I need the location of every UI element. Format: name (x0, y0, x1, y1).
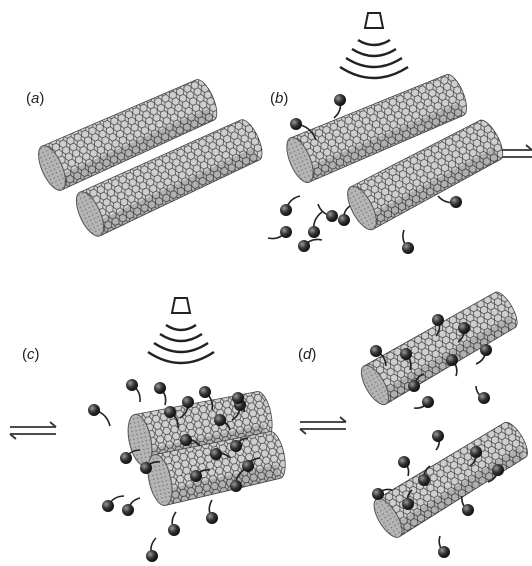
carbon-nanotube-icon-c2 (147, 431, 286, 507)
equilibrium-arrow-icon-c-left (9, 421, 57, 440)
carbon-nanotube-icon-d2 (373, 421, 528, 538)
ultrasound-probe-icon-top (339, 12, 409, 80)
carbon-nanotube-icon-b1 (286, 73, 467, 183)
surfactant-molecule-icon-41 (398, 456, 410, 477)
surfactant-molecule-icon-2 (280, 195, 301, 216)
surfactant-molecule-icon-46 (438, 535, 450, 558)
surfactant-molecule-icon-34 (457, 322, 470, 343)
surfactant-molecule-icon-31 (232, 392, 245, 413)
surfactant-molecule-icon-11 (126, 379, 141, 403)
surfactant-molecule-icon-3 (267, 226, 292, 240)
surfactant-molecule-icon-1 (333, 94, 346, 119)
surfactant-molecule-icon-25 (120, 449, 141, 464)
surfactant-molecule-icon-10 (88, 404, 111, 427)
surfactant-molecule-icon-6 (298, 238, 323, 252)
surfactant-molecule-icon-32 (370, 345, 387, 367)
surfactant-molecule-icon-37 (413, 396, 434, 409)
surfactant-molecule-icon-43 (469, 446, 482, 467)
surfactant-molecule-icon-0 (290, 118, 317, 141)
surfactant-molecule-icon-33 (432, 314, 444, 337)
surfactant-molecule-icon-48 (402, 489, 414, 510)
surfactant-molecule-icon-28 (164, 406, 179, 429)
surfactant-molecule-icon-44 (487, 464, 504, 483)
surfactant-molecule-icon-14 (199, 386, 214, 411)
surfactant-molecule-icon-9 (338, 205, 351, 226)
carbon-nanotube-icon-a2 (75, 119, 263, 237)
surfactant-molecule-icon-7 (402, 229, 414, 254)
surfactant-molecule-icon-23 (102, 495, 125, 512)
surfactant-molecule-icon-47 (372, 488, 393, 500)
surfactant-molecule-icon-24 (140, 461, 161, 474)
surfactant-molecule-icon-20 (168, 511, 180, 536)
carbon-nanotube-icon-a1 (38, 79, 218, 191)
panel-label-b: (b) (270, 90, 289, 107)
surfactant-molecule-icon-26 (180, 434, 201, 447)
panel-label-d: (d) (298, 346, 317, 363)
equilibrium-arrow-icon-cd (299, 416, 347, 435)
surfactant-molecule-icon-22 (122, 497, 141, 516)
carbon-nanotube-icon-b2 (347, 119, 504, 231)
panel-label-a: (a) (26, 90, 45, 107)
surfactant-molecule-icon-8 (437, 195, 462, 208)
ultrasound-probe-icon-bottom (147, 297, 215, 365)
surfactant-molecule-icon-30 (190, 469, 211, 482)
surfactant-molecule-icon-17 (242, 457, 261, 472)
surfactant-molecule-icon-19 (206, 499, 218, 524)
surfactant-molecule-icon-38 (475, 385, 490, 404)
surfactant-molecule-icon-13 (179, 396, 194, 419)
surfactant-molecule-icon-42 (432, 430, 444, 451)
surfactant-molecule-icon-39 (408, 373, 425, 392)
surfactant-molecule-icon-21 (146, 537, 158, 562)
surfactant-molecule-icon-27 (210, 448, 231, 460)
surfactant-molecule-icon-12 (154, 382, 167, 406)
panel-label-c: (c) (22, 346, 40, 363)
surfactant-molecule-icon-49 (418, 465, 431, 486)
surfactant-molecule-icon-35 (475, 344, 492, 365)
surfactant-molecule-icon-45 (461, 495, 474, 516)
surfactant-molecule-icon-5 (317, 203, 338, 222)
surfactant-molecule-icon-29 (214, 414, 231, 431)
surfactant-molecule-icon-36 (446, 354, 458, 377)
surfactant-molecule-icon-16 (230, 437, 249, 452)
surfactant-molecule-icon-4 (308, 211, 323, 238)
surfactant-molecule-icon-40 (400, 348, 412, 371)
surfactant-molecule-icon-18 (230, 469, 245, 492)
